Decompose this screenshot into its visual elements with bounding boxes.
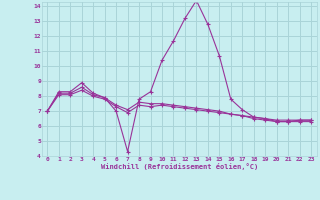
X-axis label: Windchill (Refroidissement éolien,°C): Windchill (Refroidissement éolien,°C): [100, 163, 258, 170]
